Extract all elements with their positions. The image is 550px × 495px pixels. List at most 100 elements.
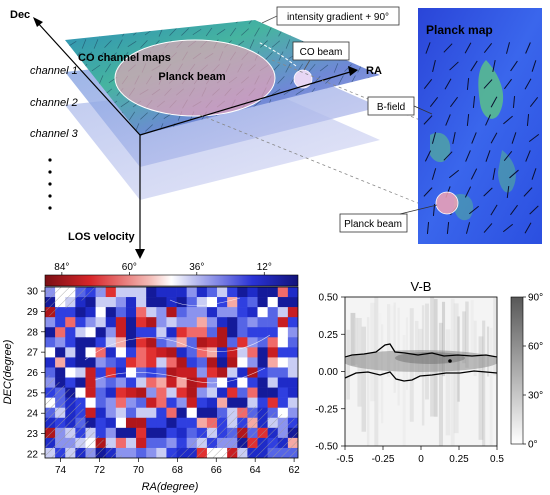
- angle-map-cell: [156, 387, 167, 398]
- vb-streak: [402, 334, 406, 446]
- angle-map-cell: [277, 287, 289, 298]
- angle-map-cell: [115, 287, 127, 298]
- angle-map-cell: [176, 407, 187, 419]
- angle-map-cell: [105, 407, 117, 419]
- ra-arrowhead: [348, 66, 358, 76]
- angle-map-cell: [196, 407, 208, 419]
- angle-map-cell: [95, 407, 107, 419]
- gradient-vector: [68, 20, 76, 24]
- gradient-vector: [308, 63, 316, 73]
- angle-map-cell: [166, 297, 177, 308]
- b-field-vector: [465, 222, 471, 234]
- vb-x-tick-label: -0.5: [336, 454, 354, 465]
- angle-map-cell: [196, 287, 208, 298]
- angle-map-cell: [176, 307, 187, 318]
- b-field-vector: [431, 132, 437, 144]
- angle-map-cell: [217, 307, 228, 318]
- angle-map-cell: [217, 407, 228, 419]
- angle-map-cell: [186, 407, 198, 419]
- x-tick-label: 66: [211, 465, 223, 476]
- b-field-vector: [423, 78, 433, 90]
- angle-map-cell: [237, 397, 248, 409]
- angle-map-cell: [115, 397, 127, 409]
- gradient-vector: [260, 40, 268, 48]
- angle-map-cell: [237, 377, 248, 388]
- angle-map-cell: [186, 347, 198, 358]
- angle-map-cell: [227, 397, 238, 409]
- b-field-vector: [531, 60, 537, 72]
- y-tick-label: 28: [27, 327, 39, 338]
- angle-map-cell: [125, 387, 137, 398]
- angle-map-cell: [196, 317, 208, 328]
- angle-map-cell: [146, 307, 157, 318]
- gradient-vector: [271, 88, 281, 96]
- schematic: Planck beam Dec RA LOS velocity CO chann…: [10, 6, 441, 259]
- angle-map-cell: [95, 387, 107, 398]
- planck-beam-callout-leader: [399, 204, 438, 215]
- angle-map-cell: [146, 367, 157, 378]
- angle-map-cell: [196, 337, 208, 348]
- b-field-vector: [490, 204, 498, 216]
- angle-map-cell: [85, 377, 96, 388]
- gradient-vector: [120, 100, 130, 108]
- angle-map-cell: [115, 357, 127, 368]
- gradient-vector: [357, 111, 363, 121]
- angle-map-cell: [146, 397, 157, 409]
- angle-map-cell: [75, 367, 86, 378]
- gradient-vector: [285, 63, 291, 73]
- b-field-vector: [466, 113, 470, 127]
- angle-map-cell: [237, 287, 248, 298]
- angle-map-cell: [186, 427, 198, 439]
- angle-map-cell: [136, 407, 147, 419]
- angle-map-cell: [267, 287, 279, 298]
- co-beam-callout-label: CO beam: [300, 47, 343, 58]
- x-tick-label: 64: [250, 465, 262, 476]
- angle-map-cell: [156, 357, 167, 368]
- gradient-vector: [271, 40, 281, 48]
- vb-streak: [445, 329, 451, 436]
- angle-map-cell: [277, 377, 289, 388]
- b-field-vector: [492, 60, 496, 72]
- gradient-vector: [254, 27, 260, 37]
- vb-title: V-B: [411, 279, 432, 294]
- angle-map-cell: [125, 417, 137, 429]
- gradient-vector: [56, 113, 64, 119]
- angle-map-cell: [217, 357, 228, 368]
- b-field-vector: [485, 114, 491, 126]
- gradient-vector: [249, 39, 255, 49]
- angle-map-cell: [247, 327, 258, 338]
- angle-map-cell: [237, 337, 248, 348]
- vb-streak: [473, 320, 477, 377]
- b-field-vector: [449, 96, 459, 108]
- more-channels-dots: [48, 158, 52, 210]
- vb-central-core: [395, 352, 465, 364]
- gradient-vector: [163, 20, 173, 24]
- angle-map-cell: [206, 337, 218, 348]
- angle-map-cell: [267, 327, 279, 338]
- b-field-vector: [504, 78, 512, 90]
- channel-3-label: channel 3: [30, 128, 79, 140]
- angle-map-cell: [166, 387, 177, 398]
- angle-map-cell: [267, 357, 279, 368]
- angle-map-cell: [166, 437, 177, 449]
- angle-map-cell: [105, 347, 117, 358]
- angle-map-cell: [105, 307, 117, 318]
- bfield-callout-leader: [413, 105, 433, 115]
- gradient-vector: [72, 28, 82, 36]
- angle-map-cell: [166, 377, 177, 388]
- angle-map-cell: [65, 317, 76, 328]
- hatched-region-bottom-left: [45, 372, 125, 458]
- angle-map-cell: [166, 407, 177, 419]
- gradient-vector: [152, 112, 160, 120]
- angle-map-cell: [176, 347, 187, 358]
- angle-map-cell: [55, 367, 66, 378]
- angle-map-cell: [105, 377, 117, 388]
- angle-map-cell: [186, 327, 198, 338]
- hatched-region-bottom-right: [170, 405, 298, 458]
- angle-map-cell: [206, 387, 218, 398]
- vb-streak: [470, 300, 474, 356]
- gradient-vector: [248, 20, 256, 25]
- b-field-vector: [523, 187, 533, 197]
- angle-map-cell: [287, 317, 298, 328]
- angle-map-cell: [146, 427, 157, 439]
